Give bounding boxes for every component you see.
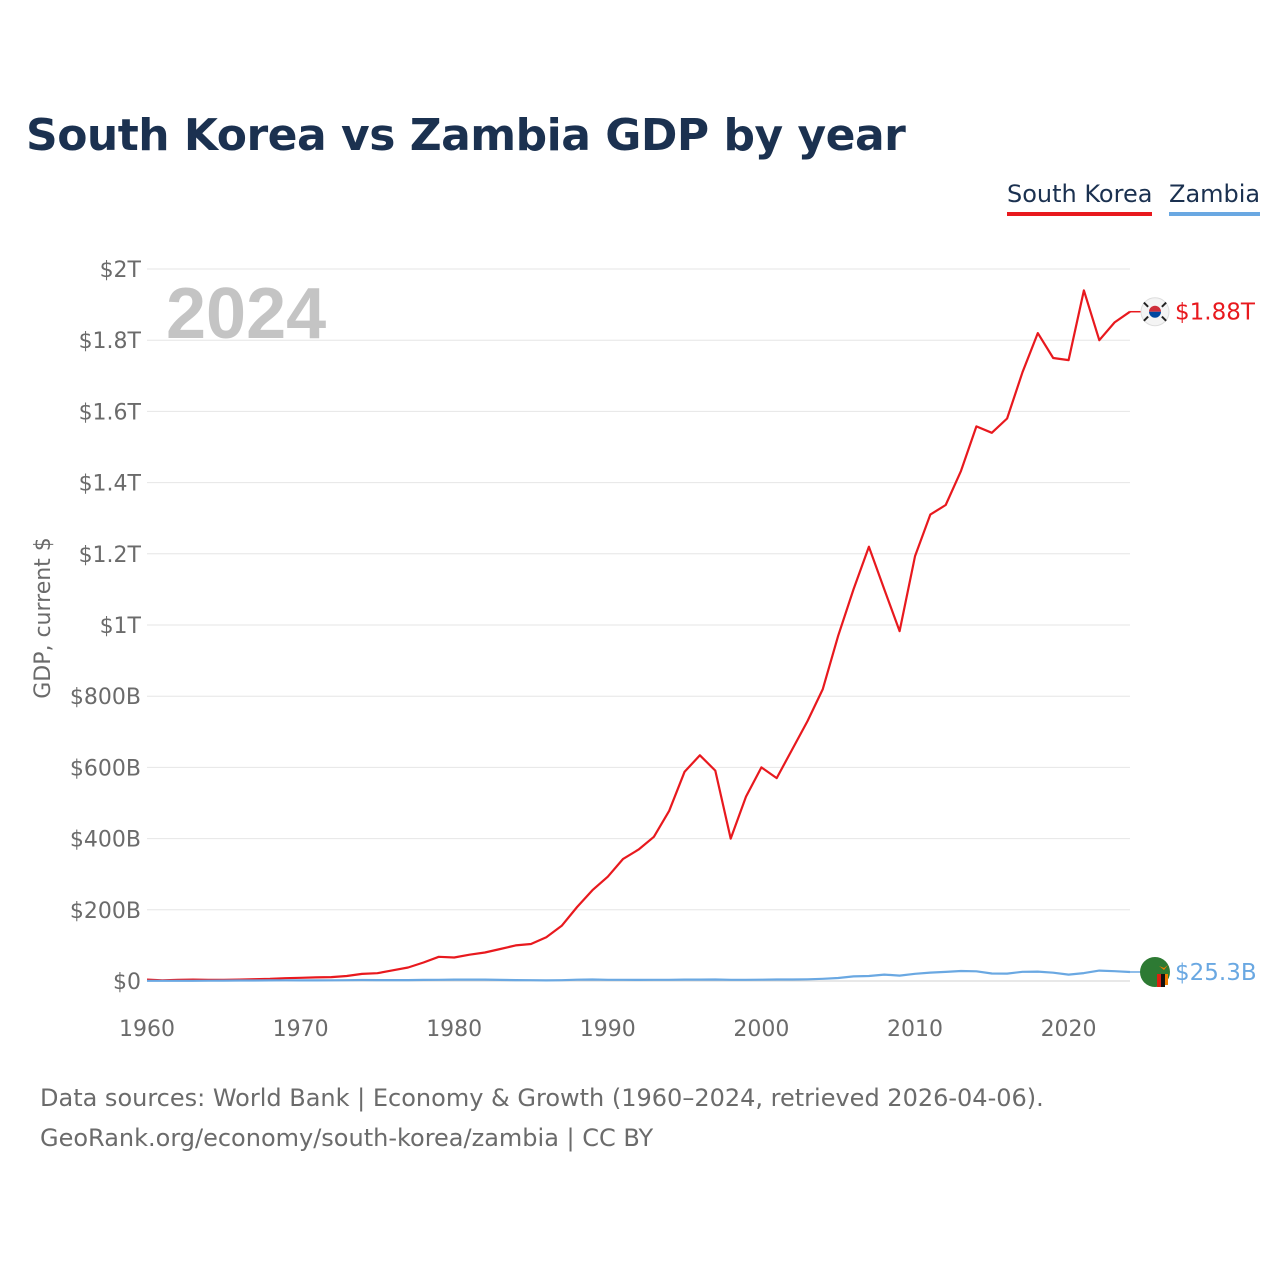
end-value-label: $25.3B	[1175, 960, 1257, 986]
flag-trigram	[1161, 301, 1167, 308]
x-tick-label: 1970	[273, 1017, 329, 1042]
x-tick-label: 1990	[580, 1017, 636, 1042]
series-lines	[146, 289, 1131, 982]
y-tick-label: $1.4T	[79, 472, 142, 497]
flag-taegeuk-top	[1149, 305, 1161, 312]
y-tick-label: $200B	[70, 899, 141, 924]
y-tick-label: $1.6T	[79, 400, 142, 425]
y-tick-label: $600B	[70, 756, 141, 781]
series-line-zambia	[147, 969, 1131, 982]
x-tick-label: 2000	[733, 1017, 789, 1042]
data-source-note: Data sources: World Bank | Economy & Gro…	[40, 1084, 1044, 1112]
year-watermark: 2024	[166, 274, 326, 354]
x-tick-label: 1980	[426, 1017, 482, 1042]
flag-stripe-orange	[1165, 973, 1168, 985]
y-tick-label: $2T	[100, 258, 142, 283]
flag-trigram	[1161, 315, 1167, 322]
x-tick-label: 1960	[119, 1017, 175, 1042]
y-tick-label: $1.2T	[79, 543, 142, 568]
flag-trigram	[1143, 301, 1149, 308]
y-tick-label: $800B	[70, 685, 141, 710]
flag-taegeuk-bottom	[1149, 311, 1161, 318]
y-tick-label: $1T	[100, 614, 142, 639]
y-tick-label: $400B	[70, 828, 141, 853]
y-tick-label: $0	[113, 970, 141, 995]
gridlines	[147, 268, 1130, 982]
y-axis-title: GDP, current $	[31, 537, 56, 699]
flag-eagle	[1159, 964, 1168, 970]
x-tick-label: 2010	[887, 1017, 943, 1042]
south-korea-flag-icon	[1140, 297, 1170, 327]
series-line-south-korea	[146, 289, 1131, 982]
series-end-labels: $1.88T $25.3B	[1130, 297, 1257, 987]
chart-title: South Korea vs Zambia GDP by year	[26, 110, 906, 161]
legend-south-korea[interactable]: South Korea	[1007, 180, 1153, 216]
zambia-flag-icon	[1140, 956, 1170, 987]
axes: $0 $200B $400B $600B $800B $1T $1.2T $1.4T $1.6T…	[70, 258, 1130, 1042]
legend-zambia[interactable]: Zambia	[1169, 180, 1261, 216]
y-tick-label: $1.8T	[79, 329, 142, 354]
flag-stripe-red	[1157, 973, 1161, 987]
flag-stripe-black	[1161, 973, 1165, 987]
flag-trigram	[1143, 315, 1149, 322]
credit-link[interactable]: GeoRank.org/economy/south-korea/zambia |…	[40, 1124, 654, 1152]
end-value-label: $1.88T	[1175, 300, 1256, 326]
x-tick-label: 2020	[1041, 1017, 1097, 1042]
